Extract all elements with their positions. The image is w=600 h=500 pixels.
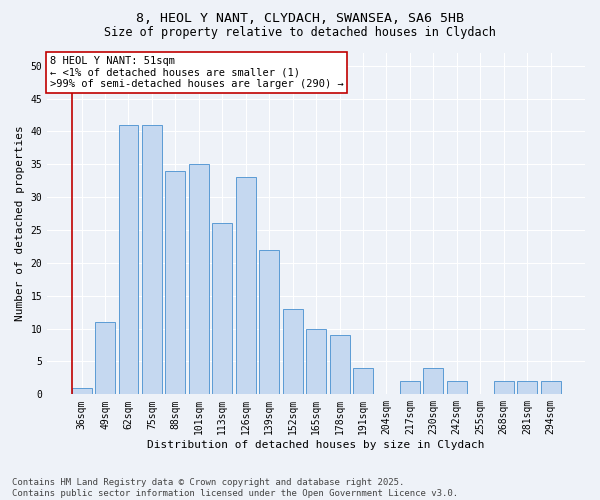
Bar — [517, 381, 537, 394]
Bar — [166, 171, 185, 394]
X-axis label: Distribution of detached houses by size in Clydach: Distribution of detached houses by size … — [148, 440, 485, 450]
Text: Size of property relative to detached houses in Clydach: Size of property relative to detached ho… — [104, 26, 496, 39]
Bar — [541, 381, 560, 394]
Bar — [306, 328, 326, 394]
Bar — [353, 368, 373, 394]
Bar — [447, 381, 467, 394]
Bar — [494, 381, 514, 394]
Text: Contains HM Land Registry data © Crown copyright and database right 2025.
Contai: Contains HM Land Registry data © Crown c… — [12, 478, 458, 498]
Text: 8 HEOL Y NANT: 51sqm
← <1% of detached houses are smaller (1)
>99% of semi-detac: 8 HEOL Y NANT: 51sqm ← <1% of detached h… — [50, 56, 344, 89]
Bar — [283, 309, 302, 394]
Bar — [119, 125, 139, 394]
Bar — [236, 178, 256, 394]
Bar — [424, 368, 443, 394]
Bar — [329, 335, 350, 394]
Bar — [189, 164, 209, 394]
Bar — [400, 381, 420, 394]
Y-axis label: Number of detached properties: Number of detached properties — [15, 126, 25, 322]
Bar — [259, 250, 279, 394]
Text: 8, HEOL Y NANT, CLYDACH, SWANSEA, SA6 5HB: 8, HEOL Y NANT, CLYDACH, SWANSEA, SA6 5H… — [136, 12, 464, 26]
Bar — [142, 125, 162, 394]
Bar — [95, 322, 115, 394]
Bar — [71, 388, 92, 394]
Bar — [212, 224, 232, 394]
